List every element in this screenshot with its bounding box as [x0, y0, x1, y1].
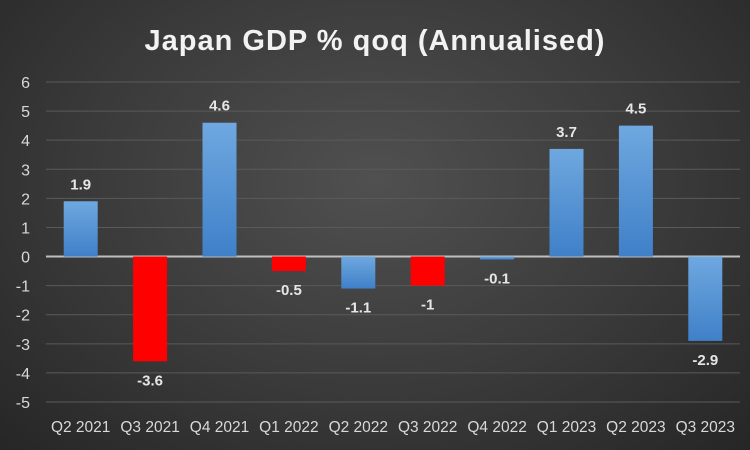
x-tick-label: Q2 2023 [606, 419, 665, 436]
y-tick-label: 3 [21, 162, 30, 179]
y-tick-label: 6 [21, 75, 30, 92]
data-label: 4.6 [209, 98, 230, 115]
bar-q2-2021 [63, 201, 98, 257]
bar-q3-2021 [133, 256, 168, 362]
x-tick-label: Q1 2023 [537, 419, 596, 436]
data-label: -2.9 [692, 352, 718, 369]
data-label: 1.9 [70, 176, 91, 193]
x-tick-label: Q1 2022 [259, 419, 318, 436]
bar-q4-2022 [480, 256, 515, 260]
data-label: -0.5 [276, 282, 302, 299]
chart-title: Japan GDP % qoq (Annualised) [145, 25, 606, 57]
x-tick-label: Q3 2022 [398, 419, 457, 436]
y-tick-label: -4 [16, 366, 30, 383]
bar-q3-2022 [410, 256, 445, 286]
x-tick-label: Q3 2023 [676, 419, 735, 436]
x-tick-label: Q3 2021 [120, 419, 179, 436]
data-label: 4.5 [625, 101, 646, 118]
bar-q3-2023 [688, 256, 723, 341]
y-tick-label: 0 [21, 250, 30, 267]
data-label: 3.7 [556, 124, 577, 141]
data-label: -1.1 [345, 300, 371, 317]
data-label: -0.1 [484, 270, 510, 287]
bar-q2-2022 [341, 256, 376, 289]
y-tick-label: -3 [16, 337, 30, 354]
y-tick-label: 5 [21, 104, 30, 121]
data-label: -3.6 [137, 372, 163, 389]
bar-q2-2023 [618, 125, 653, 257]
bar-q4-2021 [202, 122, 237, 257]
x-tick-label: Q2 2021 [51, 419, 110, 436]
y-tick-label: -1 [16, 279, 30, 296]
x-tick-label: Q2 2022 [329, 419, 388, 436]
data-label: -1 [421, 297, 434, 314]
y-tick-label: 4 [21, 133, 30, 150]
y-tick-label: 1 [21, 220, 30, 237]
bar-q1-2023 [549, 148, 584, 257]
y-tick-label: -2 [16, 308, 30, 325]
x-tick-label: Q4 2021 [190, 419, 249, 436]
y-tick-label: 2 [21, 191, 30, 208]
bar-q1-2022 [271, 256, 306, 272]
y-tick-label: -5 [16, 395, 30, 412]
x-tick-label: Q4 2022 [467, 419, 526, 436]
